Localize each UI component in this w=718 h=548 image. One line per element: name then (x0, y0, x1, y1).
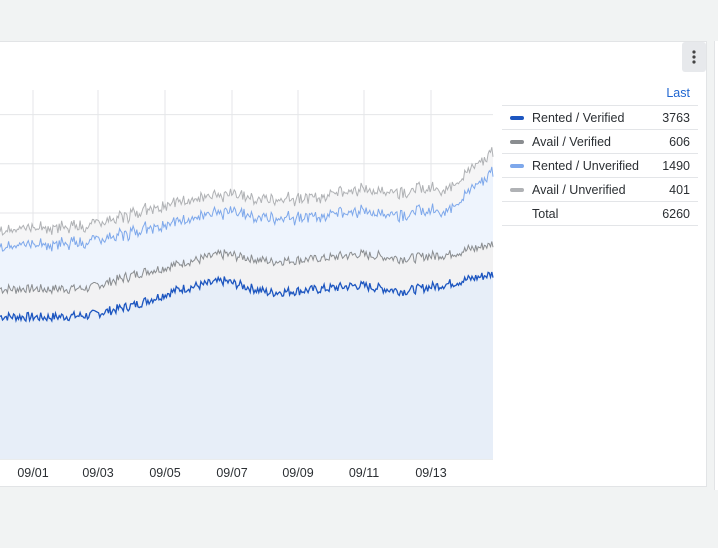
legend-total-spacer (510, 212, 524, 216)
legend-last-header[interactable]: Last (502, 82, 698, 106)
x-tick-label: 09/05 (149, 466, 180, 480)
legend-series-value: 401 (669, 182, 690, 197)
x-axis-ticks: 09/01 09/03 09/05 09/07 09/09 09/11 09/13 (17, 466, 446, 480)
legend-series-label: Rented / Unverified (532, 158, 640, 173)
legend-swatch (510, 115, 524, 120)
series-line[interactable] (0, 166, 494, 252)
x-tick-label: 09/11 (349, 466, 379, 480)
adjacent-panel-edge (714, 41, 718, 490)
vertical-ellipsis-icon (692, 50, 696, 64)
chart-legend: Last Rented / Verified 3763 Avail / Verifi… (502, 82, 698, 226)
legend-total-value: 6260 (662, 206, 690, 221)
x-tick-label: 09/01 (17, 466, 48, 480)
x-tick-label: 09/09 (282, 466, 313, 480)
legend-series-label: Avail / Verified (532, 134, 611, 149)
legend-row[interactable]: Rented / Verified 3763 (502, 106, 698, 130)
series-line[interactable] (0, 147, 494, 236)
legend-row[interactable]: Avail / Unverified 401 (502, 178, 698, 202)
legend-total-label: Total (532, 206, 559, 221)
legend-row[interactable]: Rented / Unverified 1490 (502, 154, 698, 178)
series-area (0, 241, 493, 322)
series-area (0, 166, 493, 294)
series-area (0, 272, 493, 459)
series-line[interactable] (0, 241, 494, 295)
x-tick-label: 09/03 (82, 466, 113, 480)
legend-series-value: 3763 (662, 110, 690, 125)
legend-swatch (510, 163, 524, 168)
legend-swatch (510, 139, 524, 144)
series-line[interactable] (0, 271, 494, 324)
legend-row[interactable]: Avail / Verified 606 (502, 130, 698, 154)
legend-total-row: Total 6260 (502, 202, 698, 226)
stacked-area-chart: 09/01 09/03 09/05 09/07 09/09 09/11 09/13 (0, 90, 494, 480)
legend-series-value: 606 (669, 134, 690, 149)
x-tick-label: 09/07 (216, 466, 247, 480)
chart-lines (0, 147, 494, 324)
x-tick-label: 09/13 (415, 466, 446, 480)
more-options-button[interactable] (682, 42, 706, 72)
legend-swatch (510, 187, 524, 192)
chart-areas (0, 147, 493, 459)
legend-series-label: Rented / Verified (532, 110, 625, 125)
legend-series-value: 1490 (662, 158, 690, 173)
legend-series-label: Avail / Unverified (532, 182, 626, 197)
